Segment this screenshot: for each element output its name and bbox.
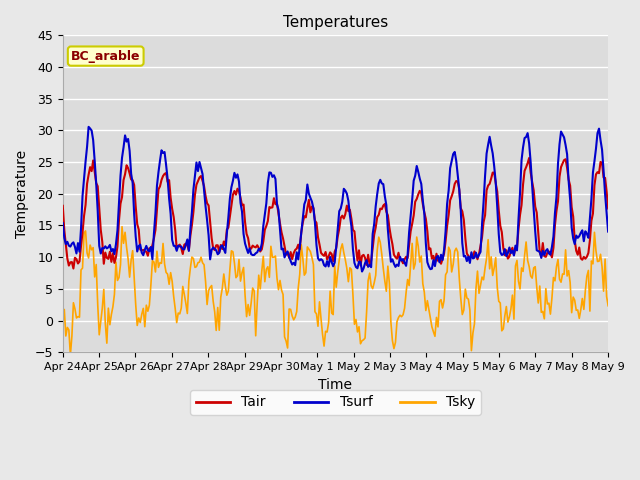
Tsky xyxy=(577,307,584,312)
Text: BC_arable: BC_arable xyxy=(71,49,140,62)
Tsky xyxy=(300,272,308,278)
Tsky xyxy=(225,288,232,294)
Line: Tair: Tair xyxy=(63,158,608,268)
Tsurf xyxy=(250,252,258,258)
Tair xyxy=(70,265,77,271)
Tsurf xyxy=(84,124,92,130)
Tsurf xyxy=(358,269,366,275)
Tsurf xyxy=(241,240,249,246)
Tsky xyxy=(604,303,612,309)
Tair xyxy=(604,205,612,211)
Y-axis label: Temperature: Temperature xyxy=(15,150,29,238)
Tsurf xyxy=(577,230,584,236)
X-axis label: Time: Time xyxy=(319,377,353,392)
Tair xyxy=(525,155,533,161)
Tsky xyxy=(252,333,260,339)
Tair xyxy=(577,255,584,261)
Line: Tsurf: Tsurf xyxy=(63,127,608,272)
Tair xyxy=(127,177,135,182)
Tsky xyxy=(118,224,126,229)
Tair xyxy=(241,219,249,225)
Tsky xyxy=(67,352,74,358)
Tsky xyxy=(59,318,67,324)
Tsurf xyxy=(59,220,67,226)
Tsky xyxy=(129,248,136,253)
Line: Tsky: Tsky xyxy=(63,227,608,355)
Tsurf xyxy=(223,231,230,237)
Title: Temperatures: Temperatures xyxy=(283,15,388,30)
Tair xyxy=(299,220,307,226)
Tsurf xyxy=(299,216,307,221)
Tair xyxy=(223,227,230,232)
Tsky xyxy=(243,314,250,320)
Legend: Tair, Tsurf, Tsky: Tair, Tsurf, Tsky xyxy=(190,390,481,415)
Tsurf xyxy=(604,228,612,234)
Tair xyxy=(59,203,67,209)
Tsurf xyxy=(127,171,135,177)
Tair xyxy=(250,244,258,250)
